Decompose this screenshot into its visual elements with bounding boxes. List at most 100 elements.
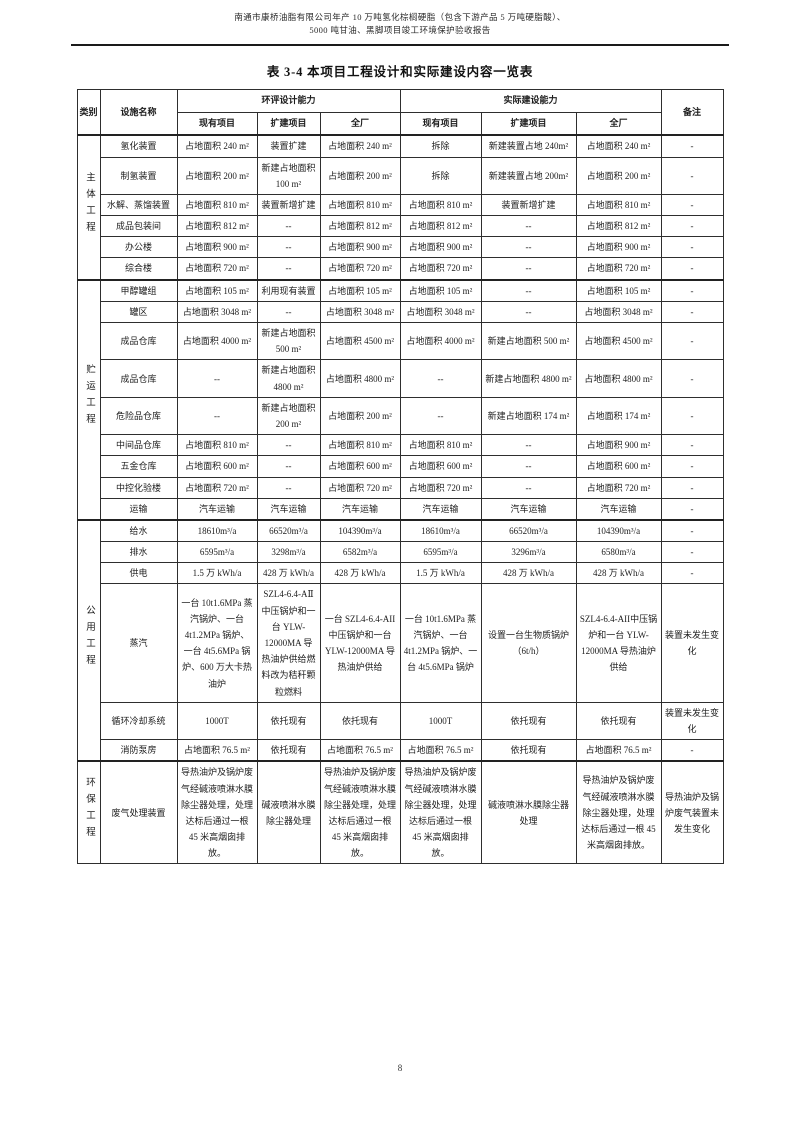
facility-name-cell: 综合楼 — [99, 257, 178, 281]
table-cell: 占地面积 720 m² — [399, 257, 482, 281]
table-cell: 占地面积 240 m² — [319, 134, 401, 158]
table-cell: 占地面积 76.5 m² — [319, 739, 401, 762]
table-cell: 占地面积 810 m² — [319, 193, 401, 217]
table-row: 环保工程 废气处理装置 导热油炉及锅炉废气经碱液喷淋水膜除尘器处理，处理达标后通过一… — [76, 760, 724, 865]
table-cell: - — [660, 562, 724, 585]
header-eia-whole-plant: 全厂 — [319, 111, 401, 136]
table-header: 类别 设施名称 环评设计能力 实际建设能力 备注 现有项目 扩建项目 全厂 现有… — [76, 89, 724, 136]
table-row: 办公楼 占地面积 900 m² -- 占地面积 900 m² 占地面积 900 m² --… — [77, 236, 724, 259]
table-cell: 占地面积 720 m² — [319, 257, 401, 281]
table-cell: 导热油炉及锅炉废气装置未发生变化 — [660, 760, 724, 865]
table-cell: 占地面积 4800 m² — [319, 359, 401, 398]
table-cell: - — [660, 300, 724, 324]
table-cell: 占地面积 600 m² — [176, 455, 258, 478]
table-cell: 104390m³/a — [319, 518, 401, 543]
table-cell: - — [660, 215, 724, 238]
table-row: 循环冷却系统 1000T 依托现有 依托现有 1000T 依托现有 依托现有 装置未发生变化 — [77, 701, 724, 741]
table-cell: 66520m³/a — [256, 518, 321, 543]
table-row: 蒸汽 一台 10t1.6MPa 蒸汽锅炉、一台 4t1.2MPa 锅炉、一台 4t… — [77, 583, 724, 703]
table-cell: 占地面积 76.5 m² — [399, 739, 482, 762]
table-cell: 占地面积 240 m² — [176, 134, 258, 158]
category-cell: 环保工程 — [76, 760, 101, 865]
facility-name-cell: 成品仓库 — [99, 359, 178, 398]
header-remark: 备注 — [660, 89, 724, 136]
table-cell: -- — [480, 455, 577, 478]
table-row: 成品仓库 占地面积 4000 m² 新建占地面积 500 m² 占地面积 4500 m… — [77, 322, 724, 361]
table-body: 主体工程 氢化装置 占地面积 240 m² 装置扩建 占地面积 240 m² 拆除 新建装置… — [76, 134, 724, 865]
table-cell: 新建装置占地 200m² — [480, 156, 577, 195]
table-cell: 占地面积 720 m² — [176, 476, 258, 499]
table-cell: - — [660, 434, 724, 457]
table-cell: -- — [480, 236, 577, 259]
table-cell: 汽车运输 — [256, 497, 321, 521]
page-number: 8 — [397, 1063, 403, 1073]
category-cell: 公用工程 — [76, 518, 101, 762]
document-header: 南通市康桥油脂有限公司年产 10 万吨氢化棕榈硬脂（包含下游产品 5 万吨硬脂酸… — [71, 0, 729, 47]
table-cell: 占地面积 900 m² — [575, 434, 662, 457]
table-cell: -- — [256, 215, 321, 238]
table-cell: 104390m³/a — [575, 518, 662, 543]
table-cell: 新建占地面积 4800 m² — [256, 359, 321, 398]
table-row: 中间品仓库 占地面积 810 m² -- 占地面积 810 m² 占地面积 810 m²… — [77, 434, 724, 457]
facility-name-cell: 成品仓库 — [99, 322, 178, 361]
table-cell: 428 万 kWh/a — [575, 562, 662, 585]
facility-name-cell: 废气处理装置 — [99, 760, 178, 865]
facility-name-cell: 供电 — [99, 562, 178, 585]
table-cell: -- — [480, 434, 577, 457]
facility-name-cell: 氢化装置 — [99, 134, 178, 158]
table-cell: - — [660, 541, 724, 564]
table-cell: 占地面积 810 m² — [176, 434, 258, 457]
table-cell: 占地面积 3048 m² — [575, 300, 662, 324]
table-cell: 占地面积 200 m² — [319, 396, 401, 436]
table-cell: 一台 SZL4-6.4-AII中压锅炉和一台 YLW-12000MA 导热油炉供… — [319, 583, 401, 703]
table-cell: 占地面积 810 m² — [399, 193, 482, 217]
table-cell: - — [660, 476, 724, 499]
table-cell: 汽车运输 — [176, 497, 258, 521]
table-cell: - — [660, 236, 724, 259]
table-cell: 占地面积 812 m² — [319, 215, 401, 238]
table-cell: 设置一台生物质锅炉（6t/h） — [480, 583, 577, 703]
table-cell: 依托现有 — [256, 739, 321, 762]
table-cell: -- — [256, 236, 321, 259]
table-cell: 导热油炉及锅炉废气经碱液喷淋水膜除尘器处理，处理达标后通过一根 45 米高烟囱排… — [575, 760, 662, 865]
table-cell: -- — [399, 359, 482, 398]
table-cell: 占地面积 812 m² — [575, 215, 662, 238]
table-cell: 碱液喷淋水膜除尘器处理 — [256, 760, 321, 865]
facility-name-cell: 排水 — [99, 541, 178, 564]
table-cell: 装置未发生变化 — [660, 701, 724, 741]
table-cell: - — [660, 322, 724, 361]
table-cell: -- — [256, 300, 321, 324]
table-cell: 占地面积 900 m² — [176, 236, 258, 259]
table-row: 主体工程 氢化装置 占地面积 240 m² 装置扩建 占地面积 240 m² 拆除 新建装置… — [76, 134, 724, 281]
table-cell: 占地面积 720 m² — [319, 476, 401, 499]
table-cell: -- — [176, 396, 258, 436]
table-cell: 占地面积 900 m² — [575, 236, 662, 259]
table-cell: 占地面积 810 m² — [399, 434, 482, 457]
facility-name-cell: 成品包装间 — [99, 215, 178, 238]
table-cell: 利用现有装置 — [256, 278, 321, 302]
table-row: 供电 1.5 万 kWh/a 428 万 kWh/a 428 万 kWh/a 1.5 万… — [77, 562, 724, 585]
facility-name-cell: 制氢装置 — [99, 156, 178, 195]
table-cell: 装置新增扩建 — [480, 193, 577, 217]
table-row: 贮运工程 甲醇罐组 占地面积 105 m² 利用现有装置 占地面积 105 m² 占地面积… — [76, 278, 724, 521]
header-category: 类别 — [76, 89, 101, 136]
table-cell: 依托现有 — [575, 701, 662, 741]
table-cell: 新建装置占地 240m² — [480, 134, 577, 158]
table-cell: 导热油炉及锅炉废气经碱液喷淋水膜除尘器处理，处理达标后通过一根 45 米高烟囱排… — [399, 760, 482, 865]
table-cell: - — [660, 455, 724, 478]
facility-name-cell: 危险品仓库 — [99, 396, 178, 436]
table-cell: 汽车运输 — [575, 497, 662, 521]
table-cell: 占地面积 105 m² — [176, 278, 258, 302]
table-cell: 占地面积 200 m² — [319, 156, 401, 195]
table-cell: - — [660, 396, 724, 436]
table-cell: -- — [399, 396, 482, 436]
category-label: 公用工程 — [84, 605, 95, 672]
table-cell: 3298m³/a — [256, 541, 321, 564]
table-cell: 占地面积 105 m² — [399, 278, 482, 302]
table-cell: 占地面积 810 m² — [575, 193, 662, 217]
facility-name-cell: 五金仓库 — [99, 455, 178, 478]
table-row: 五金仓库 占地面积 600 m² -- 占地面积 600 m² 占地面积 600 m² -… — [77, 455, 724, 478]
table-cell: 占地面积 900 m² — [399, 236, 482, 259]
table-row: 制氢装置 占地面积 200 m² 新建占地面积 100 m² 占地面积 200 m² 拆… — [77, 156, 724, 195]
table-cell: SZL4-6.4-AII中压锅炉和一台 YLW-12000MA 导热油炉供给 — [575, 583, 662, 703]
